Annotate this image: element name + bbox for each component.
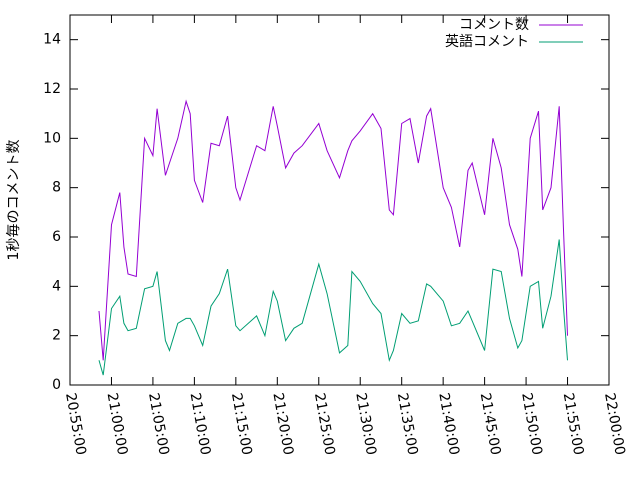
x-tick-label: 21:45:00 xyxy=(477,392,504,457)
y-tick-label: 6 xyxy=(52,229,61,245)
y-tick-label: 4 xyxy=(52,278,61,294)
series-line xyxy=(98,99,568,361)
y-tick-label: 10 xyxy=(43,130,61,146)
x-tick-label: 21:40:00 xyxy=(435,392,462,457)
x-tick-label: 21:50:00 xyxy=(518,392,545,457)
y-tick-label: 12 xyxy=(43,81,61,97)
x-tick-label: 21:20:00 xyxy=(269,392,296,457)
y-tick-label: 14 xyxy=(43,32,61,48)
x-tick-label: 21:05:00 xyxy=(145,392,172,457)
legend-label: 英語コメント xyxy=(445,33,529,50)
y-tick-label: 0 xyxy=(52,377,61,393)
x-tick-label: 22:00:00 xyxy=(601,392,628,457)
y-tick-label: 8 xyxy=(52,180,61,196)
x-tick-label: 21:30:00 xyxy=(352,392,379,457)
x-tick-label: 20:55:00 xyxy=(62,392,89,457)
x-tick-label: 21:00:00 xyxy=(104,392,131,457)
y-axis-label: 1秒毎のコメント数 xyxy=(6,140,22,261)
x-tick-label: 21:10:00 xyxy=(187,392,214,457)
x-tick-label: 21:25:00 xyxy=(311,392,338,457)
plot-frame xyxy=(69,14,610,386)
x-tick-label: 21:35:00 xyxy=(394,392,421,457)
x-tick-label: 21:55:00 xyxy=(560,392,587,457)
y-tick-label: 2 xyxy=(52,328,61,344)
x-tick-label: 21:15:00 xyxy=(228,392,255,457)
series-line xyxy=(98,239,568,376)
legend-label: コメント数 xyxy=(459,17,529,33)
